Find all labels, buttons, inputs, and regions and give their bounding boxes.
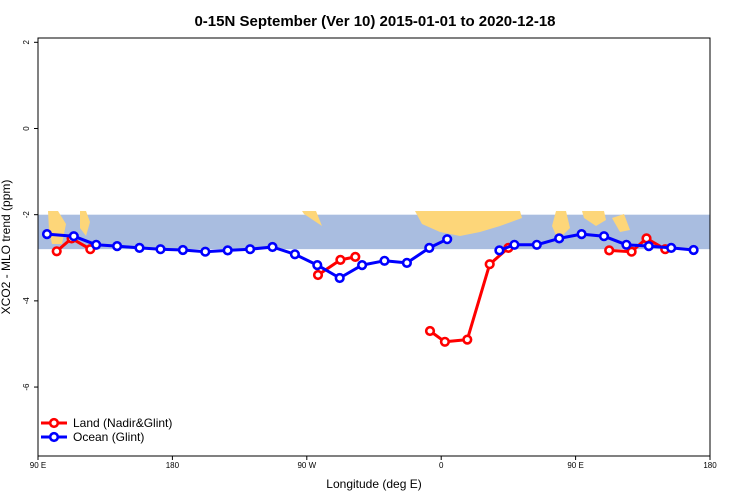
land-shape bbox=[80, 211, 90, 236]
data-point bbox=[604, 245, 615, 256]
data-point bbox=[51, 246, 62, 257]
legend-swatch-marker bbox=[48, 417, 60, 429]
data-point bbox=[155, 244, 166, 255]
series-land bbox=[51, 233, 671, 347]
y-axis: 2 0 -2 -4 -6 bbox=[22, 40, 38, 391]
data-point bbox=[442, 234, 453, 245]
data-point bbox=[357, 260, 368, 271]
data-point bbox=[439, 336, 451, 347]
data-point bbox=[494, 245, 505, 256]
legend: Land (Nadir&Glint)Ocean (Glint) bbox=[41, 416, 172, 444]
land-shape bbox=[302, 211, 322, 226]
data-point bbox=[350, 251, 361, 262]
data-point bbox=[554, 233, 565, 244]
land-shape bbox=[612, 214, 630, 232]
data-point bbox=[462, 334, 473, 345]
y-tick-label: -6 bbox=[22, 383, 31, 391]
data-point bbox=[688, 244, 699, 256]
data-point bbox=[41, 229, 53, 240]
data-point bbox=[643, 241, 654, 252]
y-axis-title: XCO2 - MLO trend (ppm) bbox=[0, 180, 13, 315]
data-point bbox=[312, 269, 324, 281]
data-point bbox=[626, 246, 637, 257]
legend-label: Land (Nadir&Glint) bbox=[73, 416, 172, 430]
data-point bbox=[335, 254, 346, 266]
land-shape bbox=[582, 211, 606, 226]
data-point bbox=[666, 242, 677, 253]
x-tick-label: 90 E bbox=[567, 461, 583, 470]
data-point bbox=[576, 229, 587, 240]
data-point bbox=[334, 272, 345, 284]
land-shape bbox=[415, 211, 522, 236]
land-shape bbox=[552, 211, 570, 240]
data-point bbox=[424, 242, 435, 253]
chart-title: 0-15N September (Ver 10) 2015-01-01 to 2… bbox=[194, 13, 555, 30]
x-tick-label: 180 bbox=[166, 461, 180, 470]
plot-frame bbox=[37, 37, 711, 457]
data-point bbox=[177, 244, 188, 256]
x-tick-label: 90 E bbox=[30, 461, 46, 470]
data-point bbox=[484, 259, 495, 270]
y-tick-label: -4 bbox=[22, 297, 31, 305]
x-tick-label: 180 bbox=[703, 461, 717, 470]
data-point bbox=[598, 231, 610, 242]
data-point bbox=[401, 257, 413, 269]
data-point bbox=[222, 245, 233, 256]
y-tick-label: -2 bbox=[22, 211, 31, 219]
series-line bbox=[498, 232, 694, 252]
data-point bbox=[267, 241, 278, 253]
legend-swatch-marker bbox=[48, 431, 60, 443]
data-point bbox=[379, 255, 390, 266]
data-point bbox=[91, 239, 102, 250]
series-line bbox=[429, 246, 510, 344]
legend-item: Ocean (Glint) bbox=[41, 430, 144, 444]
x-tick-label: 90 W bbox=[297, 461, 316, 470]
y-tick-label: 0 bbox=[22, 126, 31, 131]
data-point bbox=[424, 325, 436, 337]
data-point bbox=[134, 242, 145, 253]
y-tick-label: 2 bbox=[22, 40, 31, 45]
data-point bbox=[509, 239, 520, 250]
x-axis: 90 E 180 90 W 0 90 E 180 bbox=[30, 456, 717, 470]
map-band bbox=[38, 211, 710, 250]
data-point bbox=[621, 239, 632, 250]
data-point bbox=[68, 231, 79, 242]
data-point bbox=[312, 260, 323, 271]
legend-label: Ocean (Glint) bbox=[73, 430, 144, 444]
data-point bbox=[531, 239, 542, 250]
legend-item: Land (Nadir&Glint) bbox=[41, 416, 172, 430]
x-axis-title: Longitude (deg E) bbox=[326, 477, 421, 491]
data-point bbox=[245, 244, 256, 255]
data-point bbox=[200, 246, 211, 257]
series-layer bbox=[41, 229, 699, 347]
data-point bbox=[111, 241, 123, 252]
x-tick-label: 0 bbox=[439, 461, 444, 470]
data-point bbox=[289, 249, 301, 260]
series-ocean bbox=[41, 229, 699, 284]
